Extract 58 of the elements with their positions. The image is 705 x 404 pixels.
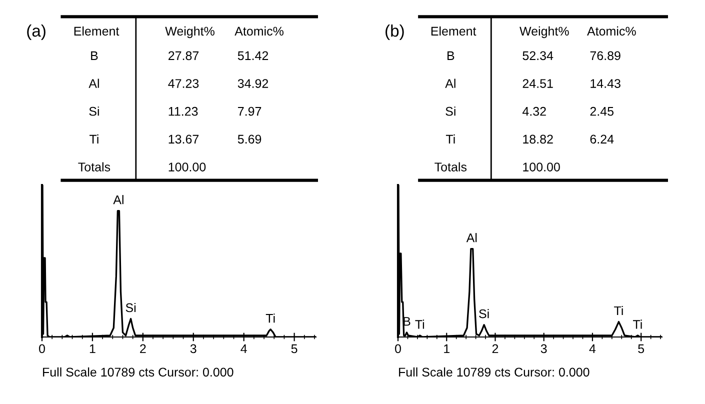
x-tick-label: 5 — [291, 344, 298, 354]
annotation: Al — [113, 195, 124, 204]
text: 13.67 — [168, 134, 199, 144]
category-label: Weight% — [165, 26, 214, 38]
category-label: Atomic% — [587, 26, 636, 36]
x-tick-label: 5 — [638, 344, 644, 354]
text: 4.32 — [522, 106, 546, 116]
category-label: Al — [445, 78, 456, 88]
x-tick-label: 2 — [492, 344, 498, 354]
category-label: Weight% — [520, 26, 569, 38]
annotation: Ti — [614, 306, 623, 316]
category-label: Totals — [434, 162, 467, 172]
annotation: Al — [466, 233, 477, 242]
x-tick-label: 2 — [140, 344, 146, 354]
category-label: B — [448, 51, 454, 60]
text: Full Scale 10789 cts Cursor: 0.000 — [399, 367, 590, 377]
text: 7.97 — [238, 106, 262, 116]
category-label: Al — [88, 78, 99, 88]
text: (a) — [27, 24, 46, 40]
category-label: Si — [446, 106, 456, 116]
category-label: Element — [431, 26, 476, 36]
x-tick-label: 3 — [540, 344, 547, 354]
text: 100.00 — [168, 162, 206, 172]
text: 18.82 — [523, 134, 553, 144]
text: 47.23 — [168, 79, 199, 88]
text: 51.42 — [238, 51, 268, 60]
category-label: Si — [89, 106, 99, 116]
category-label: B — [91, 51, 98, 60]
text: 27.87 — [168, 51, 199, 60]
text: (b) — [386, 24, 404, 40]
text: 34.92 — [238, 79, 268, 88]
text: 11.23 — [168, 106, 198, 116]
annotation: Ti — [266, 314, 275, 323]
category-label: Atomic% — [234, 26, 284, 36]
x-tick-label: 0 — [395, 344, 401, 354]
x-tick-label: 1 — [90, 344, 96, 354]
text: 76.89 — [590, 51, 620, 60]
x-tick-label: 4 — [589, 344, 596, 354]
annotation: Ti — [633, 320, 642, 329]
x-tick-label: 4 — [240, 344, 247, 354]
text: 52.34 — [522, 51, 554, 60]
annotation: Si — [126, 302, 136, 312]
category-label: Ti — [446, 134, 455, 144]
annotation: Si — [479, 309, 489, 318]
x-tick-label: 3 — [190, 344, 196, 354]
text: 5.69 — [238, 134, 262, 144]
category-label: Element — [74, 26, 120, 36]
text: 2.45 — [590, 106, 614, 116]
x-tick-label: 0 — [39, 344, 45, 354]
text: Full Scale 10789 cts Cursor: 0.000 — [43, 367, 234, 377]
category-label: Ti — [90, 134, 98, 144]
annotation: Ti — [415, 320, 424, 329]
text: 14.43 — [590, 79, 620, 88]
text: 24.51 — [522, 79, 553, 88]
category-label: Totals — [78, 162, 110, 172]
text: 6.24 — [590, 134, 614, 144]
x-tick-label: 1 — [444, 344, 450, 354]
text: 100.00 — [523, 162, 560, 172]
